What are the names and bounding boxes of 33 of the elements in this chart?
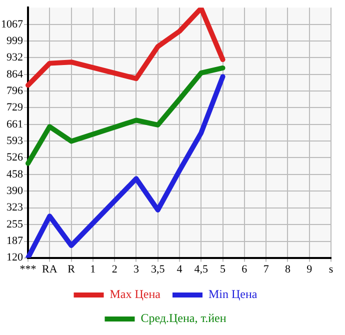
x-tick-label: s xyxy=(328,263,334,276)
x-tick-label: 3,5 xyxy=(150,263,166,276)
y-tick-label: 187 xyxy=(6,235,24,248)
x-tick-label: 5 xyxy=(220,263,226,276)
x-tick-label: 3 xyxy=(133,263,140,276)
y-tick-label: 526 xyxy=(6,152,24,164)
y-tick-label: 864 xyxy=(6,68,24,80)
x-tick-label: 1 xyxy=(90,263,96,276)
x-tick-label: 8 xyxy=(284,263,291,276)
x-tick-label: *** xyxy=(20,263,36,276)
y-tick-label: 120 xyxy=(6,252,24,264)
y-tick-label: 323 xyxy=(6,202,24,214)
y-tick-label: 1067 xyxy=(1,18,24,30)
x-tick-label: RA xyxy=(42,263,58,276)
legend-label: Max Цена xyxy=(110,287,162,302)
y-tick-label: 661 xyxy=(6,118,23,130)
x-tick-label: 4,5 xyxy=(194,263,209,276)
y-tick-label: 932 xyxy=(6,52,23,64)
y-tick-label: 796 xyxy=(6,85,24,98)
y-tick-label: 999 xyxy=(6,35,24,48)
y-tick-label: 390 xyxy=(6,185,24,198)
y-tick-label: 458 xyxy=(6,168,24,180)
y-tick-label: 593 xyxy=(6,135,24,148)
y-tick-label: 255 xyxy=(6,218,24,230)
x-tick-label: 9 xyxy=(306,263,313,276)
x-tick-label: 2 xyxy=(112,263,118,276)
x-tick-label: 4 xyxy=(176,263,183,276)
legend-label: Min Цена xyxy=(208,287,258,302)
x-tick-label: 6 xyxy=(242,263,248,276)
y-tick-label: 729 xyxy=(6,102,24,114)
legend-label: Сред.Цена, т.йен xyxy=(140,311,227,326)
x-tick-label: R xyxy=(68,263,76,276)
x-tick-label: 7 xyxy=(263,263,270,276)
